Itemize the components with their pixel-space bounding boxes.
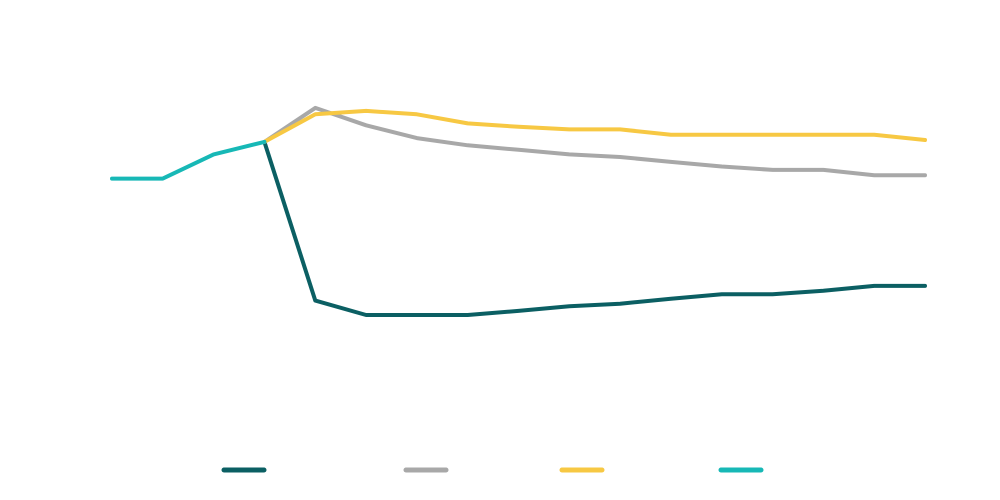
series-layer — [110, 105, 927, 317]
series-line-2 — [262, 105, 927, 178]
series-line-3 — [262, 108, 927, 144]
series-line-4 — [110, 139, 267, 181]
series-line-1 — [262, 139, 927, 317]
